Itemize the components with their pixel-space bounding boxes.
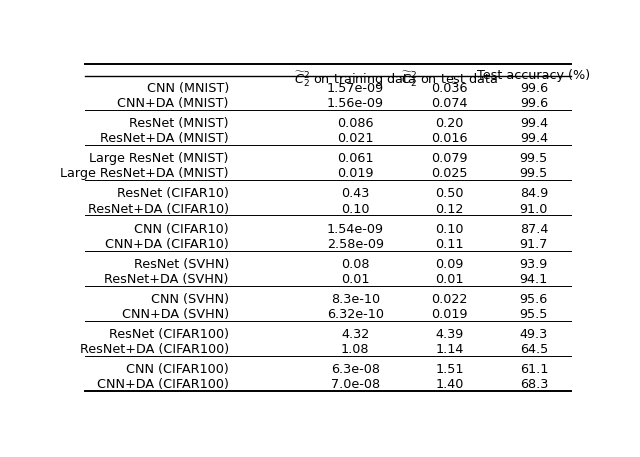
Text: 0.20: 0.20 (435, 117, 464, 130)
Text: 84.9: 84.9 (520, 187, 548, 201)
Text: 0.10: 0.10 (341, 202, 369, 216)
Text: 87.4: 87.4 (520, 223, 548, 236)
Text: 1.40: 1.40 (435, 378, 464, 392)
Text: 0.019: 0.019 (337, 167, 374, 181)
Text: CNN (CIFAR10): CNN (CIFAR10) (134, 223, 229, 236)
Text: 99.5: 99.5 (520, 152, 548, 165)
Text: 99.5: 99.5 (520, 167, 548, 181)
Text: 1.08: 1.08 (341, 343, 369, 356)
Text: 6.32e-10: 6.32e-10 (327, 308, 384, 321)
Text: ResNet+DA (CIFAR10): ResNet+DA (CIFAR10) (88, 202, 229, 216)
Text: 0.086: 0.086 (337, 117, 374, 130)
Text: Large ResNet (MNIST): Large ResNet (MNIST) (90, 152, 229, 165)
Text: 0.079: 0.079 (431, 152, 468, 165)
Text: ResNet+DA (CIFAR100): ResNet+DA (CIFAR100) (79, 343, 229, 356)
Text: 4.32: 4.32 (341, 328, 369, 341)
Text: 0.021: 0.021 (337, 132, 374, 145)
Text: 91.7: 91.7 (520, 238, 548, 251)
Text: ResNet (SVHN): ResNet (SVHN) (134, 258, 229, 271)
Text: 94.1: 94.1 (520, 273, 548, 286)
Text: 95.5: 95.5 (520, 308, 548, 321)
Text: 0.11: 0.11 (435, 238, 464, 251)
Text: 0.016: 0.016 (431, 132, 468, 145)
Text: $\widetilde{C}_2^2$ on training data: $\widetilde{C}_2^2$ on training data (294, 69, 417, 89)
Text: CNN+DA (SVHN): CNN+DA (SVHN) (122, 308, 229, 321)
Text: CNN+DA (MNIST): CNN+DA (MNIST) (117, 97, 229, 110)
Text: CNN+DA (CIFAR10): CNN+DA (CIFAR10) (105, 238, 229, 251)
Text: 0.022: 0.022 (431, 293, 468, 306)
Text: 91.0: 91.0 (520, 202, 548, 216)
Text: 2.58e-09: 2.58e-09 (327, 238, 384, 251)
Text: 1.14: 1.14 (435, 343, 464, 356)
Text: 0.01: 0.01 (341, 273, 369, 286)
Text: 4.39: 4.39 (435, 328, 463, 341)
Text: 0.10: 0.10 (435, 223, 464, 236)
Text: 0.019: 0.019 (431, 308, 468, 321)
Text: 99.4: 99.4 (520, 132, 548, 145)
Text: 0.50: 0.50 (435, 187, 464, 201)
Text: 0.036: 0.036 (431, 82, 468, 95)
Text: $\widetilde{C}_2^2$ on test data: $\widetilde{C}_2^2$ on test data (401, 69, 498, 89)
Text: 0.061: 0.061 (337, 152, 374, 165)
Text: 99.6: 99.6 (520, 97, 548, 110)
Text: CNN (SVHN): CNN (SVHN) (151, 293, 229, 306)
Text: Large ResNet+DA (MNIST): Large ResNet+DA (MNIST) (60, 167, 229, 181)
Text: CNN+DA (CIFAR100): CNN+DA (CIFAR100) (97, 378, 229, 392)
Text: 0.01: 0.01 (435, 273, 464, 286)
Text: 1.56e-09: 1.56e-09 (327, 97, 384, 110)
Text: ResNet (CIFAR100): ResNet (CIFAR100) (109, 328, 229, 341)
Text: Test accuracy (%): Test accuracy (%) (477, 69, 591, 82)
Text: 8.3e-10: 8.3e-10 (331, 293, 380, 306)
Text: ResNet+DA (MNIST): ResNet+DA (MNIST) (100, 132, 229, 145)
Text: 0.074: 0.074 (431, 97, 468, 110)
Text: 0.08: 0.08 (341, 258, 369, 271)
Text: 99.4: 99.4 (520, 117, 548, 130)
Text: 99.6: 99.6 (520, 82, 548, 95)
Text: ResNet (CIFAR10): ResNet (CIFAR10) (117, 187, 229, 201)
Text: 68.3: 68.3 (520, 378, 548, 392)
Text: 1.51: 1.51 (435, 363, 464, 377)
Text: 0.025: 0.025 (431, 167, 468, 181)
Text: 0.09: 0.09 (435, 258, 464, 271)
Text: CNN (MNIST): CNN (MNIST) (147, 82, 229, 95)
Text: 93.9: 93.9 (520, 258, 548, 271)
Text: CNN (CIFAR100): CNN (CIFAR100) (126, 363, 229, 377)
Text: 0.43: 0.43 (341, 187, 369, 201)
Text: 1.57e-09: 1.57e-09 (326, 82, 384, 95)
Text: 95.6: 95.6 (520, 293, 548, 306)
Text: 6.3e-08: 6.3e-08 (331, 363, 380, 377)
Text: 0.12: 0.12 (435, 202, 464, 216)
Text: 7.0e-08: 7.0e-08 (331, 378, 380, 392)
Text: 64.5: 64.5 (520, 343, 548, 356)
Text: ResNet+DA (SVHN): ResNet+DA (SVHN) (104, 273, 229, 286)
Text: ResNet (MNIST): ResNet (MNIST) (129, 117, 229, 130)
Text: 1.54e-09: 1.54e-09 (327, 223, 384, 236)
Text: 61.1: 61.1 (520, 363, 548, 377)
Text: 49.3: 49.3 (520, 328, 548, 341)
